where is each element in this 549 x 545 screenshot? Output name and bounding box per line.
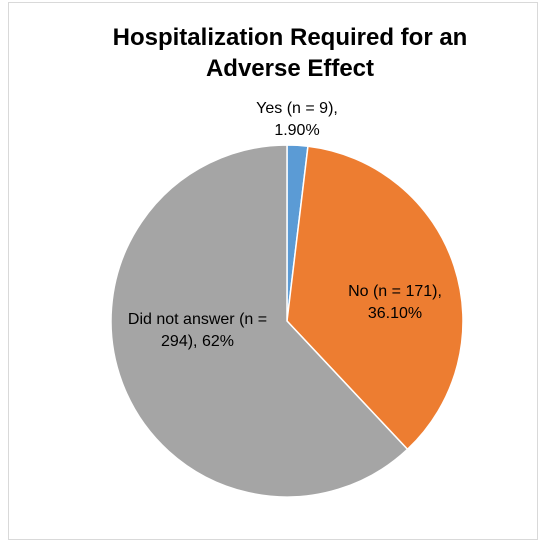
value-label: 36.10% bbox=[367, 305, 423, 322]
chart-title: Hospitalization Required for an Adverse … bbox=[112, 24, 468, 82]
pie-slice bbox=[286, 145, 464, 451]
slice-label: Yes (n = 9), 1.90% bbox=[232, 98, 362, 142]
category-label: Did not answer (n = 294), bbox=[127, 311, 268, 350]
value-label: 1.90% bbox=[274, 122, 320, 139]
pie-slice bbox=[110, 144, 409, 498]
value-label: 62% bbox=[201, 333, 234, 350]
chart-frame bbox=[8, 2, 538, 540]
category-label: Yes (n = 9), bbox=[256, 100, 338, 117]
slice-label: No (n = 171), 36.10% bbox=[330, 281, 460, 325]
category-label: No (n = 171), bbox=[348, 283, 442, 300]
slice-label: Did not answer (n = 294), 62% bbox=[110, 309, 285, 353]
